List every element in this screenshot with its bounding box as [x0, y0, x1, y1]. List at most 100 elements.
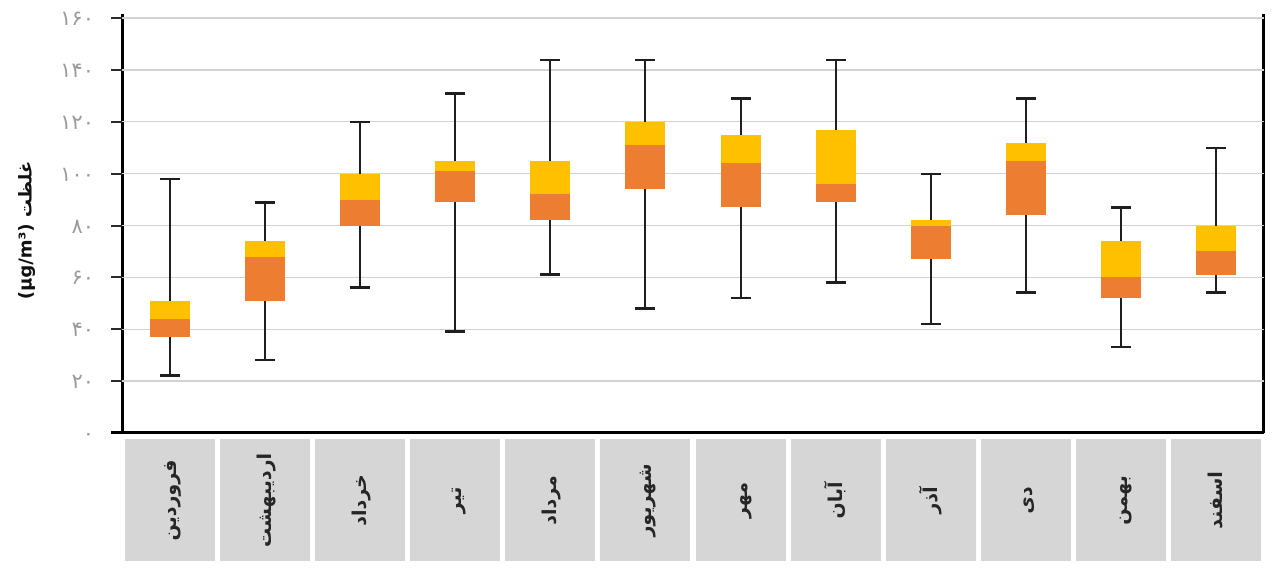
whisker-cap-top: [1016, 97, 1037, 100]
whisker-cap-bottom: [1111, 345, 1132, 349]
whisker-cap-top: [920, 172, 941, 176]
month-label: خرداد: [348, 474, 371, 526]
box-upper-quartile: [149, 300, 190, 319]
whisker-cap-bottom: [159, 374, 180, 377]
whisker-cap-top: [349, 120, 370, 124]
month-label: اردیبهشت: [253, 452, 276, 548]
whisker-cap-bottom: [920, 322, 941, 326]
box-lower-quartile: [435, 171, 476, 203]
whisker-cap-bottom: [635, 307, 656, 310]
month-label: آذر: [919, 486, 942, 514]
month-cell: تیر: [410, 439, 501, 561]
box-lower-quartile: [1006, 160, 1047, 216]
month-cell: آبان: [790, 439, 881, 561]
gridline: [122, 380, 1264, 382]
y-axis-tick-label: ۸۰: [71, 213, 94, 238]
box-lower-quartile: [910, 225, 951, 260]
whisker-cap-bottom: [254, 358, 275, 362]
gridline: [122, 328, 1264, 330]
box-lower-quartile: [1101, 277, 1142, 299]
y-axis-tick: [111, 328, 122, 331]
month-label: بهمن: [1110, 475, 1133, 525]
month-cell: شهریور: [600, 439, 691, 561]
y-axis-tick: [111, 224, 122, 227]
category-axis-band: فروردین اردیبهشت خرداد تیر مرداد شهریور مهر آبا…: [122, 439, 1264, 561]
month-cell: فروردین: [124, 439, 215, 561]
month-label: دی: [1015, 486, 1038, 514]
whisker-cap-bottom: [730, 296, 751, 300]
whisker-cap-top: [635, 58, 656, 61]
box-lower-quartile: [530, 194, 571, 221]
whisker-cap-top: [730, 97, 751, 100]
y-axis-tick-label: ۲۰: [71, 369, 94, 394]
month-cell: اردیبهشت: [219, 439, 310, 561]
month-label: مهر: [729, 481, 752, 519]
y-axis-tick-label: ۰: [82, 421, 94, 445]
y-axis-tick-label: ۶۰: [71, 265, 94, 290]
month-label: مرداد: [539, 475, 562, 525]
gridline: [122, 224, 1264, 227]
month-cell: آذر: [885, 439, 976, 561]
y-axis-tick: [111, 276, 122, 279]
plot-area: [122, 17, 1264, 433]
box-upper-quartile: [530, 160, 571, 195]
whisker-cap-top: [254, 201, 275, 204]
box-lower-quartile: [720, 163, 761, 208]
box-lower-quartile: [149, 318, 190, 338]
box-lower-quartile: [625, 145, 666, 190]
whisker-cap-bottom: [825, 281, 846, 284]
whisker-cap-bottom: [349, 286, 370, 289]
box-upper-quartile: [1196, 225, 1237, 252]
box-lower-quartile: [339, 199, 380, 226]
y-axis-tick-label: ۱۴۰: [60, 57, 94, 82]
box-upper-quartile: [435, 160, 476, 172]
whisker-cap-bottom: [445, 330, 466, 333]
box-lower-quartile: [815, 184, 856, 203]
month-cell: بهمن: [1076, 439, 1167, 561]
month-cell: مهر: [695, 439, 786, 561]
y-axis-tick: [111, 120, 122, 123]
box-lower-quartile: [1196, 251, 1237, 275]
box-upper-quartile: [720, 134, 761, 164]
whisker: [168, 178, 171, 376]
box-upper-quartile: [1006, 142, 1047, 161]
whisker: [454, 93, 457, 332]
whisker-cap-bottom: [1206, 291, 1227, 294]
y-axis-tick: [111, 17, 122, 19]
month-cell: اسفند: [1171, 439, 1262, 561]
box-upper-quartile: [625, 121, 666, 146]
month-label: اسفند: [1205, 471, 1228, 529]
x-axis-line: [111, 430, 1264, 434]
plot-right-border: [1262, 14, 1265, 433]
y-axis-tick-label: ۱۰۰: [60, 161, 94, 186]
gridline: [122, 276, 1264, 279]
month-cell: مرداد: [505, 439, 596, 561]
month-cell: دی: [981, 439, 1072, 561]
whisker: [1215, 147, 1218, 293]
whisker-cap-top: [159, 177, 180, 181]
month-label: تیر: [444, 486, 467, 514]
box-lower-quartile: [244, 256, 285, 301]
whisker-cap-bottom: [1016, 291, 1037, 294]
gridline: [122, 172, 1264, 175]
y-axis-tick: [111, 68, 122, 71]
y-axis-line: [121, 14, 124, 433]
box-upper-quartile: [339, 173, 380, 200]
month-label: آبان: [824, 481, 847, 519]
box-upper-quartile: [1101, 241, 1142, 278]
gridline: [122, 121, 1264, 123]
whisker-cap-top: [825, 58, 846, 61]
y-axis-tick-label: ۴۰: [71, 317, 94, 342]
box-upper-quartile: [910, 220, 951, 226]
y-axis-tick: [111, 172, 122, 175]
box-upper-quartile: [244, 241, 285, 257]
whisker-cap-top: [540, 58, 561, 61]
y-axis-tick-label: ۱۲۰: [60, 109, 94, 134]
y-axis-tick: [111, 380, 122, 383]
month-label: فروردین: [158, 459, 181, 541]
whisker-cap-top: [1206, 146, 1227, 150]
y-axis-tick-label: ۱۶۰: [60, 6, 94, 30]
gridline: [122, 17, 1264, 19]
whisker-cap-top: [445, 92, 466, 95]
